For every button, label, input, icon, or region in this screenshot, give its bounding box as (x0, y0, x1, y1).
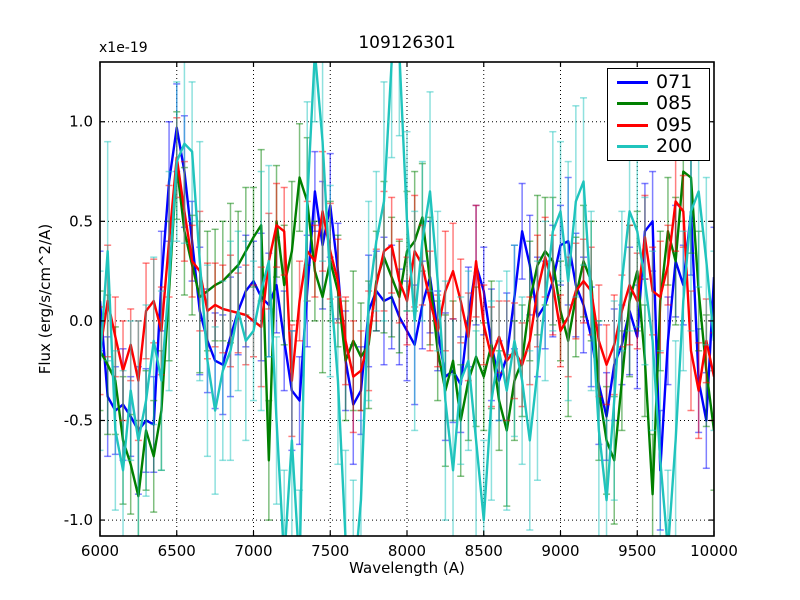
x-tick-label: 9500 (618, 542, 656, 560)
legend-label: 200 (656, 135, 693, 158)
series-200 (100, 62, 714, 536)
legend-line-swatch (617, 80, 648, 84)
y-axis-label: Flux (erg/s/cm^2/A) (36, 224, 54, 375)
y-tick-label: 0.0 (69, 312, 93, 330)
legend-line-swatch (617, 123, 648, 127)
x-tick-label: 7500 (311, 542, 349, 560)
x-tick-label: 10000 (690, 542, 738, 560)
x-tick-label: 8000 (388, 542, 426, 560)
series-line-200 (100, 62, 714, 536)
legend-entry-085: 085 (608, 93, 709, 114)
legend-entry-071: 071 (608, 72, 709, 93)
y-tick-label: 0.5 (69, 212, 93, 230)
x-axis-label: Wavelength (A) (349, 559, 465, 577)
y-tick-label: -0.5 (64, 411, 93, 429)
legend-entry-200: 200 (608, 136, 709, 157)
chart-title: 109126301 (358, 33, 455, 53)
x-tick-label: 8500 (465, 542, 503, 560)
x-tick-label: 9000 (541, 542, 579, 560)
x-tick-label: 6000 (81, 542, 119, 560)
legend-entry-095: 095 (608, 115, 709, 136)
legend-line-swatch (617, 145, 648, 149)
legend-line-swatch (617, 102, 648, 106)
legend: 071 085 095 200 (607, 68, 710, 161)
legend-label: 085 (656, 92, 693, 115)
x-tick-label: 7000 (234, 542, 272, 560)
y-tick-label: -1.0 (64, 511, 93, 529)
legend-label: 095 (656, 113, 693, 136)
tick-layer: 6000 6500 7000 7500 8000 8500 9000 9500 10000 -1.… (64, 62, 738, 560)
x-tick-label: 6500 (158, 542, 196, 560)
axis-offset-text: x1e-19 (99, 40, 148, 56)
legend-label: 071 (656, 70, 693, 93)
series-layer (100, 62, 714, 536)
y-tick-label: 1.0 (69, 113, 93, 131)
